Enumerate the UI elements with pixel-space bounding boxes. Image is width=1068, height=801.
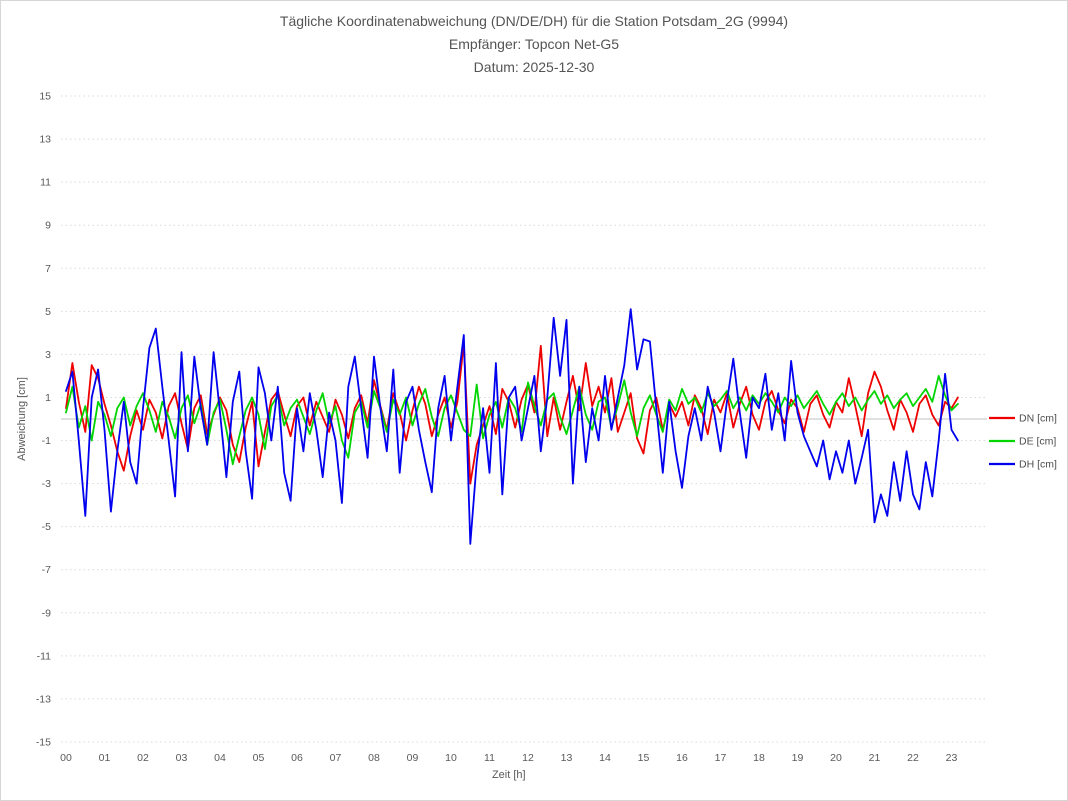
y-tick-label: -9 xyxy=(42,607,51,619)
x-axis-label: Zeit [h] xyxy=(492,769,526,781)
y-tick-label: 5 xyxy=(45,306,51,318)
series-line-dh xyxy=(65,308,959,545)
y-tick-label: 3 xyxy=(45,349,51,361)
y-tick-label: -11 xyxy=(37,650,52,662)
x-tick-label: 17 xyxy=(715,752,727,764)
y-tick-label: 11 xyxy=(40,177,51,189)
x-tick-label: 07 xyxy=(330,752,342,764)
x-tick-label: 05 xyxy=(253,752,265,764)
y-tick-label: -13 xyxy=(36,693,51,705)
x-tick-label: 14 xyxy=(599,752,611,764)
x-tick-label: 21 xyxy=(869,752,881,764)
chart-subtitle-receiver: Empfänger: Topcon Net-G5 xyxy=(448,36,620,52)
y-gridlines xyxy=(61,95,987,743)
x-tick-label: 01 xyxy=(99,752,111,764)
chart-title: Tägliche Koordinatenabweichung (DN/DE/DH… xyxy=(279,13,789,29)
y-tick-label: 13 xyxy=(39,134,51,146)
x-tick-label: 15 xyxy=(638,752,650,764)
chart-title-block: Tägliche Koordinatenabweichung (DN/DE/DH… xyxy=(1,10,1067,79)
series-line-de xyxy=(65,374,959,466)
x-tick-label: 02 xyxy=(137,752,149,764)
x-tick-label: 09 xyxy=(407,752,419,764)
x-tick-label: 11 xyxy=(484,752,495,764)
y-tick-label: 15 xyxy=(39,91,51,103)
y-tick-label: -3 xyxy=(42,478,51,490)
x-tick-label: 12 xyxy=(522,752,534,764)
legend-label-dh: DH [cm] xyxy=(1019,459,1057,471)
y-tick-label: 9 xyxy=(45,220,51,232)
y-tick-label: 7 xyxy=(45,263,51,275)
x-tick-label: 00 xyxy=(60,752,72,764)
x-tick-label: 18 xyxy=(753,752,765,764)
x-tick-label: 10 xyxy=(445,752,457,764)
legend-label-dn: DN [cm] xyxy=(1019,413,1057,425)
series-line-dn xyxy=(65,342,959,485)
x-tick-label: 20 xyxy=(830,752,842,764)
x-tick-label: 13 xyxy=(561,752,573,764)
y-tick-label: -7 xyxy=(42,564,51,576)
x-tick-label: 16 xyxy=(676,752,688,764)
y-tick-label: -15 xyxy=(36,736,51,748)
x-tick-label: 22 xyxy=(907,752,919,764)
x-tick-label: 08 xyxy=(368,752,380,764)
y-tick-label: 1 xyxy=(45,392,51,404)
y-tick-label: -1 xyxy=(42,435,51,447)
x-tick-label: 19 xyxy=(792,752,804,764)
legend: DN [cm] DE [cm] DH [cm] xyxy=(989,413,1057,471)
y-tick-label: -5 xyxy=(42,521,51,533)
legend-label-de: DE [cm] xyxy=(1019,436,1056,448)
x-tick-label: 03 xyxy=(176,752,188,764)
x-tick-label: 04 xyxy=(214,752,226,764)
x-tick-label: 06 xyxy=(291,752,303,764)
y-axis-label: Abweichung [cm] xyxy=(16,377,28,461)
x-tick-label: 23 xyxy=(946,752,958,764)
chart-subtitle-date: Datum: 2025-12-30 xyxy=(473,59,595,75)
x-tick-labels: 00 01 02 03 04 05 06 07 08 09 10 11 12 13 14 15 16 17 18 19… xyxy=(60,752,957,764)
